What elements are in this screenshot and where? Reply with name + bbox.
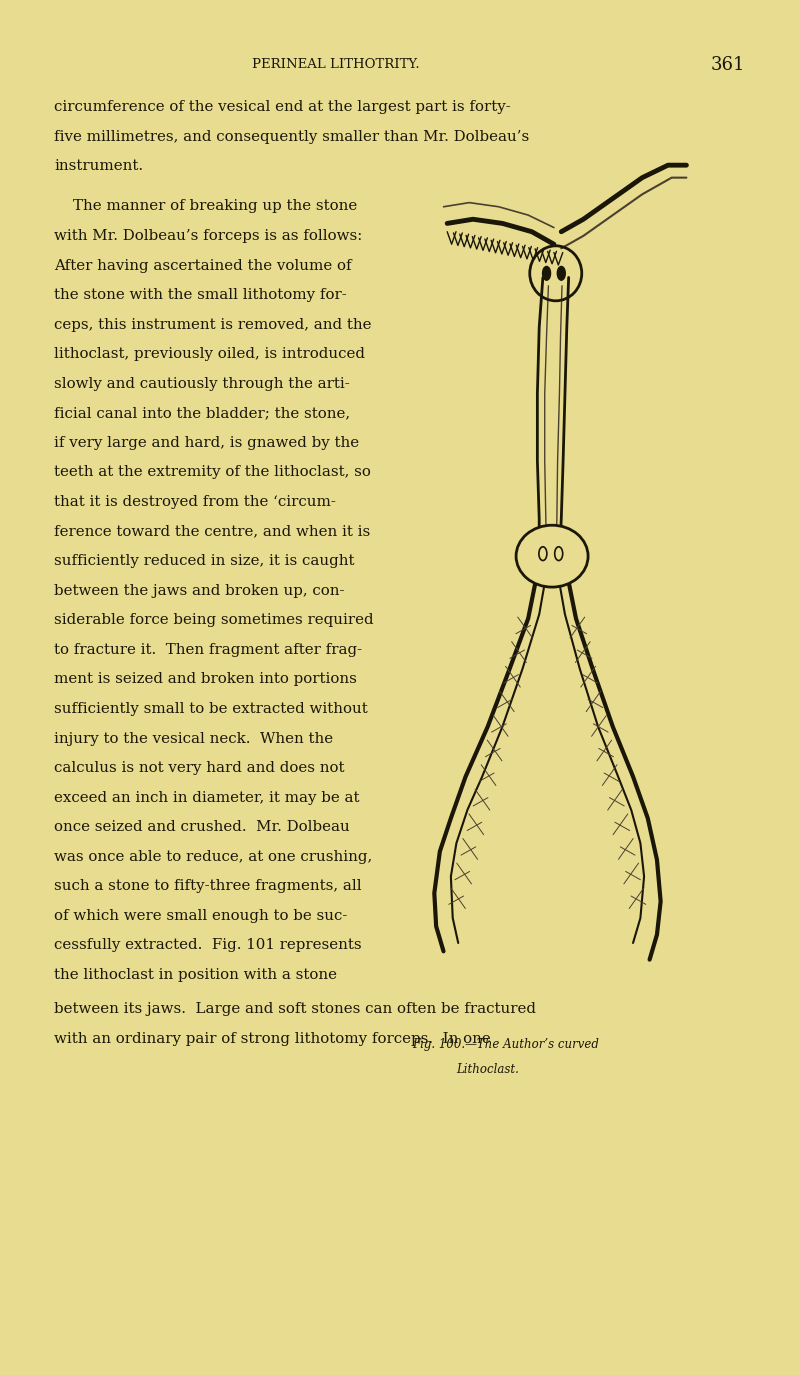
- Text: once seized and crushed.  Mr. Dolbeau: once seized and crushed. Mr. Dolbeau: [54, 821, 350, 835]
- Text: exceed an inch in diameter, it may be at: exceed an inch in diameter, it may be at: [54, 791, 360, 804]
- Text: the stone with the small lithotomy for-: the stone with the small lithotomy for-: [54, 289, 347, 302]
- Text: circumference of the vesical end at the largest part is forty-: circumference of the vesical end at the …: [54, 100, 511, 114]
- Text: between the jaws and broken up, con-: between the jaws and broken up, con-: [54, 584, 345, 598]
- Text: to fracture it.  Then fragment after frag-: to fracture it. Then fragment after frag…: [54, 644, 362, 657]
- Text: instrument.: instrument.: [54, 160, 143, 173]
- Text: was once able to reduce, at one crushing,: was once able to reduce, at one crushing…: [54, 850, 373, 864]
- Text: Fig. 100.—The Author’s curved: Fig. 100.—The Author’s curved: [412, 1038, 599, 1050]
- Text: of which were small enough to be suc-: of which were small enough to be suc-: [54, 909, 348, 923]
- Text: sufficiently reduced in size, it is caught: sufficiently reduced in size, it is caug…: [54, 554, 355, 568]
- Circle shape: [542, 267, 550, 280]
- Text: that it is destroyed from the ‘circum-: that it is destroyed from the ‘circum-: [54, 495, 336, 509]
- Text: PERINEAL LITHOTRITY.: PERINEAL LITHOTRITY.: [252, 58, 420, 72]
- Text: the lithoclast in position with a stone: the lithoclast in position with a stone: [54, 968, 338, 982]
- Ellipse shape: [516, 525, 588, 587]
- Text: slowly and cautiously through the arti-: slowly and cautiously through the arti-: [54, 377, 350, 390]
- Text: with an ordinary pair of strong lithotomy forceps.  In one: with an ordinary pair of strong lithotom…: [54, 1031, 491, 1045]
- Text: After having ascertained the volume of: After having ascertained the volume of: [54, 258, 352, 272]
- Text: injury to the vesical neck.  When the: injury to the vesical neck. When the: [54, 732, 334, 745]
- Text: The manner of breaking up the stone: The manner of breaking up the stone: [54, 199, 358, 213]
- Text: teeth at the extremity of the lithoclast, so: teeth at the extremity of the lithoclast…: [54, 466, 371, 480]
- Text: five millimetres, and consequently smaller than Mr. Dolbeau’s: five millimetres, and consequently small…: [54, 131, 530, 144]
- Text: Lithoclast.: Lithoclast.: [456, 1063, 519, 1077]
- Text: if very large and hard, is gnawed by the: if very large and hard, is gnawed by the: [54, 436, 359, 450]
- Text: ficial canal into the bladder; the stone,: ficial canal into the bladder; the stone…: [54, 407, 350, 421]
- Text: ment is seized and broken into portions: ment is seized and broken into portions: [54, 672, 358, 686]
- Circle shape: [558, 267, 566, 280]
- Text: ference toward the centre, and when it is: ference toward the centre, and when it i…: [54, 525, 370, 539]
- Text: such a stone to fifty-three fragments, all: such a stone to fifty-three fragments, a…: [54, 880, 362, 894]
- Text: between its jaws.  Large and soft stones can often be fractured: between its jaws. Large and soft stones …: [54, 1002, 536, 1016]
- Text: calculus is not very hard and does not: calculus is not very hard and does not: [54, 762, 345, 776]
- Text: cessfully extracted.  Fig. 101 represents: cessfully extracted. Fig. 101 represents: [54, 939, 362, 953]
- Text: lithoclast, previously oiled, is introduced: lithoclast, previously oiled, is introdu…: [54, 348, 366, 362]
- Text: with Mr. Dolbeau’s forceps is as follows:: with Mr. Dolbeau’s forceps is as follows…: [54, 230, 362, 243]
- Text: 361: 361: [710, 55, 746, 74]
- Text: siderable force being sometimes required: siderable force being sometimes required: [54, 613, 374, 627]
- Text: sufficiently small to be extracted without: sufficiently small to be extracted witho…: [54, 703, 368, 716]
- Text: ceps, this instrument is removed, and the: ceps, this instrument is removed, and th…: [54, 318, 372, 331]
